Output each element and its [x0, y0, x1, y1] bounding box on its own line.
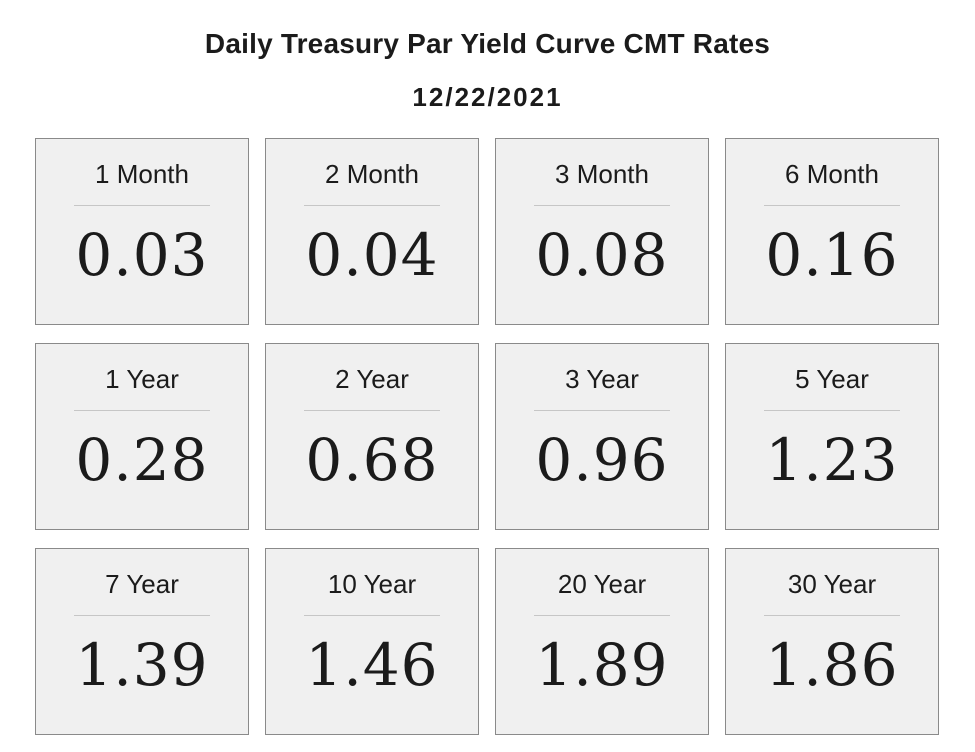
rate-value: 1.89 — [535, 631, 669, 699]
rate-card-2-year: 2 Year 0.68 — [265, 343, 479, 530]
divider — [764, 205, 900, 206]
rate-value: 0.68 — [305, 426, 439, 494]
rate-term-label: 2 Year — [335, 364, 409, 394]
rate-card-5-year: 5 Year 1.23 — [725, 343, 939, 530]
rate-term-label: 3 Month — [555, 159, 649, 189]
rate-value: 1.46 — [305, 631, 439, 699]
divider — [534, 410, 670, 411]
rate-card-20-year: 20 Year 1.89 — [495, 548, 709, 735]
rate-card-7-year: 7 Year 1.39 — [35, 548, 249, 735]
rate-value: 0.28 — [75, 426, 209, 494]
rate-term-label: 1 Month — [95, 159, 189, 189]
rate-term-label: 7 Year — [105, 569, 179, 599]
rate-term-label: 10 Year — [327, 569, 417, 599]
rate-term-label: 6 Month — [785, 159, 879, 189]
rate-value: 1.39 — [75, 631, 209, 699]
divider — [764, 615, 900, 616]
rate-date: 12/22/2021 — [412, 82, 563, 112]
divider — [304, 205, 440, 206]
rate-value: 1.23 — [765, 426, 899, 494]
rate-term-label: 2 Month — [325, 159, 419, 189]
divider — [304, 615, 440, 616]
rate-card-3-year: 3 Year 0.96 — [495, 343, 709, 530]
rate-value: 0.03 — [75, 221, 209, 289]
divider — [764, 410, 900, 411]
rate-value: 1.86 — [765, 631, 899, 699]
rate-card-2-month: 2 Month 0.04 — [265, 138, 479, 325]
divider — [74, 615, 210, 616]
rate-value: 0.04 — [305, 221, 439, 289]
rate-card-1-year: 1 Year 0.28 — [35, 343, 249, 530]
divider — [534, 205, 670, 206]
rate-card-6-month: 6 Month 0.16 — [725, 138, 939, 325]
rate-term-label: 3 Year — [565, 364, 639, 394]
divider — [304, 410, 440, 411]
divider — [74, 410, 210, 411]
rate-value: 0.08 — [535, 221, 669, 289]
rate-term-label: 30 Year — [787, 569, 877, 599]
rate-card-30-year: 30 Year 1.86 — [725, 548, 939, 735]
rate-value: 0.16 — [765, 221, 899, 289]
rates-grid: 1 Month 0.03 2 Month 0.04 3 Month 0.08 6… — [35, 138, 939, 735]
rate-value: 0.96 — [535, 426, 669, 494]
rate-card-10-year: 10 Year 1.46 — [265, 548, 479, 735]
rate-term-label: 5 Year — [795, 364, 869, 394]
rate-term-label: 1 Year — [105, 364, 179, 394]
page-title: Daily Treasury Par Yield Curve CMT Rates — [204, 28, 771, 59]
rate-term-label: 20 Year — [557, 569, 647, 599]
rate-card-1-month: 1 Month 0.03 — [35, 138, 249, 325]
divider — [74, 205, 210, 206]
rate-card-3-month: 3 Month 0.08 — [495, 138, 709, 325]
divider — [534, 615, 670, 616]
